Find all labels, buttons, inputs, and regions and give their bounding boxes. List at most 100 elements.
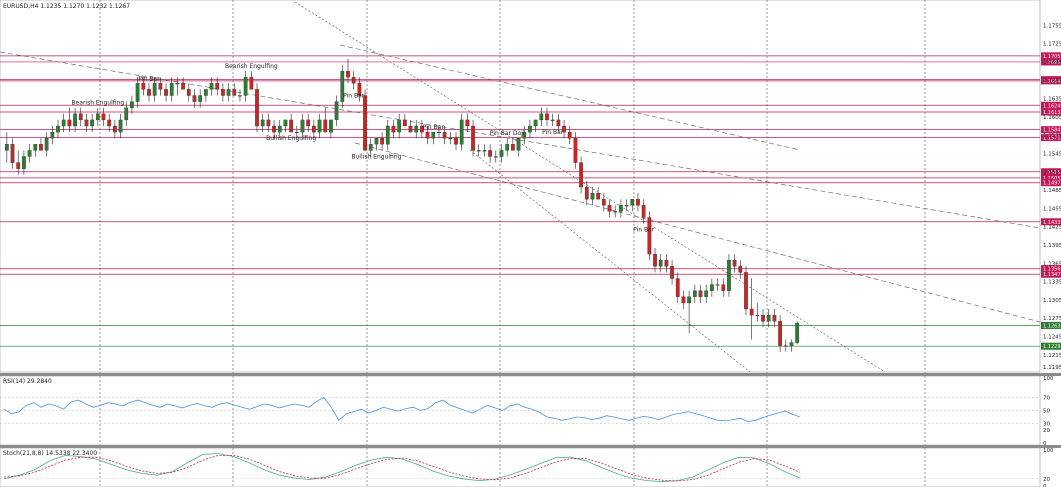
resistance-level-label: 1.1571	[1043, 136, 1061, 142]
candle-bearish	[636, 199, 640, 206]
rsi-header: RSI(14) 29.2840	[3, 378, 52, 385]
price-tick-label: 1.1575	[1043, 133, 1061, 139]
pattern-annotation: Pin Bar	[343, 92, 365, 99]
candle-bullish	[44, 138, 49, 151]
candle-bearish	[573, 138, 578, 163]
price-pane-border	[0, 0, 1041, 373]
resistance-level-tag	[1041, 168, 1061, 176]
candle-bullish	[260, 119, 265, 127]
candle-bearish	[380, 138, 384, 145]
candle-bullish	[533, 119, 538, 127]
candle-bearish	[778, 321, 782, 346]
candle-bearish	[215, 83, 220, 90]
candle-bullish	[329, 119, 333, 133]
candle-bullish	[499, 150, 504, 157]
candle-bullish	[783, 345, 788, 347]
trend-line-mid	[339, 44, 801, 151]
resistance-level-label: 1.1505	[1043, 176, 1061, 182]
resistance-level-label: 1.1664	[1043, 79, 1061, 85]
stochastic-tick-label: 0	[1043, 484, 1047, 487]
candle-bullish	[283, 119, 288, 127]
support-level-label: 1.1263	[1043, 323, 1061, 329]
candle-bullish	[590, 192, 595, 200]
candle-bullish	[95, 113, 100, 121]
candle-bearish	[78, 113, 83, 121]
candle-bullish	[385, 125, 390, 145]
candle-bearish	[641, 205, 646, 218]
resistance-level-label: 1.1695	[1043, 60, 1061, 66]
candle-bearish	[584, 186, 589, 200]
price-tick-label: 1.1305	[1043, 298, 1061, 304]
resistance-level-label: 1.1584	[1043, 128, 1061, 134]
candle-bearish	[255, 89, 259, 127]
price-axis: 1.1755 1.1725 1.1695 1.1665 1.1635 1.1605 1.15…	[1043, 23, 1061, 371]
resistance-level-tag	[1041, 101, 1061, 109]
candle-bearish	[67, 119, 72, 127]
price-tick-label: 1.1335	[1043, 280, 1061, 286]
candle-bullish	[630, 199, 635, 206]
candle-bullish	[493, 156, 498, 158]
resistance-level-tag	[1041, 126, 1061, 134]
candle-bullish	[397, 119, 402, 133]
pattern-annotation: Bearish Engulfing	[225, 63, 278, 70]
candle-bullish	[459, 119, 464, 145]
resistance-level-tag	[1041, 265, 1061, 273]
stochastic-pane[interactable]: 100 200 Stoch(21,8,8) 14.5338 22.3400	[0, 447, 1054, 487]
price-tick-label: 1.1515	[1043, 170, 1061, 176]
price-tick-label: 1.1665	[1043, 78, 1061, 84]
candle-bearish	[556, 119, 561, 127]
candle-bearish	[738, 266, 743, 273]
candle-bearish	[192, 95, 197, 102]
candle-bullish	[300, 119, 305, 133]
resistance-level-tag	[1041, 108, 1061, 116]
candle-bullish	[130, 101, 134, 108]
price-tick-label: 1.1275	[1043, 316, 1061, 322]
candle-bearish	[681, 296, 686, 304]
resistance-level-label: 1.1705	[1043, 54, 1061, 60]
candle-bearish	[596, 192, 601, 200]
candles	[4, 58, 800, 352]
candle-bearish	[420, 125, 424, 133]
price-tick-label: 1.1365	[1043, 261, 1061, 267]
resistance-level-label: 1.1356	[1043, 267, 1061, 273]
candle-bullish	[118, 119, 123, 133]
price-tick-label: 1.1755	[1043, 23, 1061, 29]
candle-bullish	[90, 119, 94, 127]
price-tick-label: 1.1545	[1043, 151, 1061, 157]
pane-separator-1[interactable]	[0, 373, 1061, 376]
candle-bullish	[22, 156, 26, 169]
candle-bearish	[113, 125, 117, 133]
candle-bearish	[351, 77, 356, 84]
price-tick-label: 1.1215	[1043, 353, 1061, 359]
resistance-level-label: 1.1515	[1043, 170, 1061, 176]
candle-bearish	[675, 278, 680, 297]
candle-bullish	[374, 138, 379, 145]
candle-bearish	[164, 89, 168, 96]
pattern-annotation: Pin Bar	[138, 75, 160, 82]
price-tick-label: 1.1485	[1043, 188, 1061, 194]
resistance-level-tag	[1041, 218, 1061, 226]
candle-bullish	[294, 131, 299, 134]
pane-separator-2[interactable]	[0, 445, 1061, 448]
candle-bullish	[33, 144, 38, 151]
price-tick-label: 1.1245	[1043, 334, 1061, 340]
candle-bullish	[209, 83, 214, 90]
resistance-level-tag	[1041, 58, 1061, 66]
candle-bearish	[471, 125, 475, 151]
candle-bullish	[624, 205, 629, 207]
candle-bullish	[727, 260, 731, 291]
candle-bullish	[522, 131, 527, 139]
rsi-tick-label: 20	[1043, 428, 1050, 434]
price-tick-label: 1.1455	[1043, 206, 1061, 212]
candle-bullish	[710, 284, 714, 291]
rsi-grid	[0, 397, 1040, 424]
candle-bearish	[186, 89, 191, 96]
candle-bearish	[84, 119, 89, 127]
candle-bullish	[528, 125, 532, 133]
candle-bearish	[249, 77, 254, 90]
candle-bullish	[516, 138, 521, 151]
pattern-annotations: Bearish Engulfing Pin Bar Bearish Engulfin…	[71, 63, 654, 234]
